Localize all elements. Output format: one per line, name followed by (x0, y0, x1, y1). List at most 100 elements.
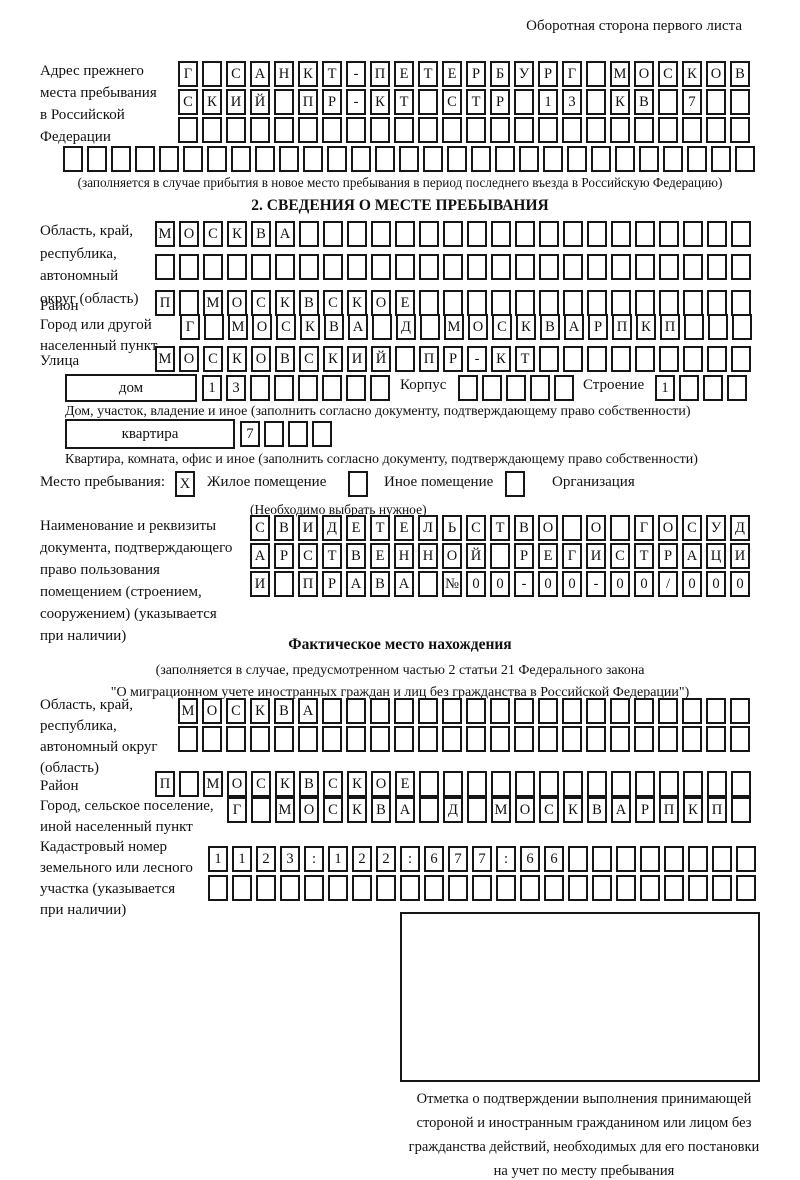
char-box[interactable] (264, 421, 284, 447)
char-box[interactable]: О (227, 771, 247, 797)
char-box[interactable]: № (442, 571, 462, 597)
char-box[interactable]: А (250, 61, 270, 87)
char-box[interactable]: Е (538, 543, 558, 569)
char-box[interactable]: С (226, 61, 246, 87)
char-box[interactable] (563, 346, 583, 372)
char-box[interactable]: М (155, 221, 175, 247)
char-box[interactable]: И (586, 543, 606, 569)
char-box[interactable]: В (299, 771, 319, 797)
char-box[interactable]: К (683, 797, 703, 823)
char-box[interactable] (299, 254, 319, 280)
char-box[interactable] (298, 117, 318, 143)
char-box[interactable]: С (323, 771, 343, 797)
char-box[interactable]: С (539, 797, 559, 823)
char-box[interactable] (255, 146, 275, 172)
char-box[interactable] (274, 726, 294, 752)
char-box[interactable] (635, 221, 655, 247)
char-box[interactable] (735, 146, 755, 172)
char-box[interactable] (567, 146, 587, 172)
char-box[interactable]: Н (394, 543, 414, 569)
char-box[interactable] (679, 375, 699, 401)
char-box[interactable]: К (300, 314, 320, 340)
char-box[interactable]: Й (250, 89, 270, 115)
char-box[interactable] (323, 221, 343, 247)
char-box[interactable] (711, 146, 731, 172)
char-box[interactable] (202, 61, 222, 87)
char-box[interactable]: К (563, 797, 583, 823)
char-box[interactable] (616, 875, 636, 901)
char-box[interactable]: Н (418, 543, 438, 569)
char-box[interactable] (424, 875, 444, 901)
char-box[interactable] (178, 117, 198, 143)
char-box[interactable]: С (323, 290, 343, 316)
char-box[interactable] (639, 146, 659, 172)
char-box[interactable]: В (275, 346, 295, 372)
char-box[interactable] (371, 221, 391, 247)
char-box[interactable] (515, 771, 535, 797)
char-box[interactable] (370, 698, 390, 724)
char-box[interactable] (448, 875, 468, 901)
char-box[interactable]: В (251, 221, 271, 247)
char-box[interactable]: К (610, 89, 630, 115)
char-box[interactable] (519, 146, 539, 172)
char-box[interactable] (712, 846, 732, 872)
char-box[interactable]: С (250, 515, 270, 541)
char-box[interactable]: 1 (208, 846, 228, 872)
char-box[interactable] (544, 875, 564, 901)
char-box[interactable] (610, 515, 630, 541)
char-box[interactable] (586, 726, 606, 752)
char-box[interactable] (491, 254, 511, 280)
char-box[interactable] (280, 875, 300, 901)
cadastral-row-2[interactable] (208, 875, 760, 901)
document-row-3[interactable]: И П Р А В А № 0 0-0 0-0 0/0 0 0 (250, 571, 754, 597)
char-box[interactable] (530, 375, 550, 401)
char-box[interactable] (587, 771, 607, 797)
char-box[interactable]: 0 (682, 571, 702, 597)
char-box[interactable] (179, 254, 199, 280)
char-box[interactable] (346, 726, 366, 752)
char-box[interactable]: К (682, 61, 702, 87)
char-box[interactable] (514, 117, 534, 143)
char-box[interactable]: М (275, 797, 295, 823)
char-box[interactable]: 2 (256, 846, 276, 872)
char-box[interactable] (683, 346, 703, 372)
char-box[interactable] (708, 314, 728, 340)
char-box[interactable]: В (634, 89, 654, 115)
apartment-row[interactable]: 7 (240, 421, 336, 447)
char-box[interactable]: - (346, 89, 366, 115)
char-box[interactable] (659, 254, 679, 280)
char-box[interactable] (682, 117, 702, 143)
char-box[interactable]: Г (562, 543, 582, 569)
char-box[interactable] (135, 146, 155, 172)
char-box[interactable]: В (346, 543, 366, 569)
char-box[interactable] (731, 254, 751, 280)
char-box[interactable]: О (179, 346, 199, 372)
char-box[interactable] (328, 875, 348, 901)
char-box[interactable] (712, 875, 732, 901)
char-box[interactable] (250, 726, 270, 752)
char-box[interactable] (568, 875, 588, 901)
char-box[interactable] (706, 89, 726, 115)
char-box[interactable]: А (682, 543, 702, 569)
char-box[interactable]: К (347, 771, 367, 797)
stroenie-row[interactable]: 1 (655, 375, 751, 401)
char-box[interactable] (400, 875, 420, 901)
char-box[interactable]: Р (635, 797, 655, 823)
char-box[interactable] (375, 146, 395, 172)
char-box[interactable] (322, 726, 342, 752)
char-box[interactable]: - (586, 571, 606, 597)
char-box[interactable]: Р (514, 543, 534, 569)
char-box[interactable] (586, 117, 606, 143)
char-box[interactable] (376, 875, 396, 901)
char-box[interactable] (490, 117, 510, 143)
char-box[interactable]: С (251, 290, 271, 316)
stay-type-checkbox-organization[interactable] (505, 471, 525, 497)
char-box[interactable] (467, 221, 487, 247)
char-box[interactable] (611, 221, 631, 247)
char-box[interactable] (202, 117, 222, 143)
char-box[interactable]: Р (588, 314, 608, 340)
char-box[interactable] (515, 221, 535, 247)
char-box[interactable] (370, 375, 390, 401)
char-box[interactable] (514, 698, 534, 724)
